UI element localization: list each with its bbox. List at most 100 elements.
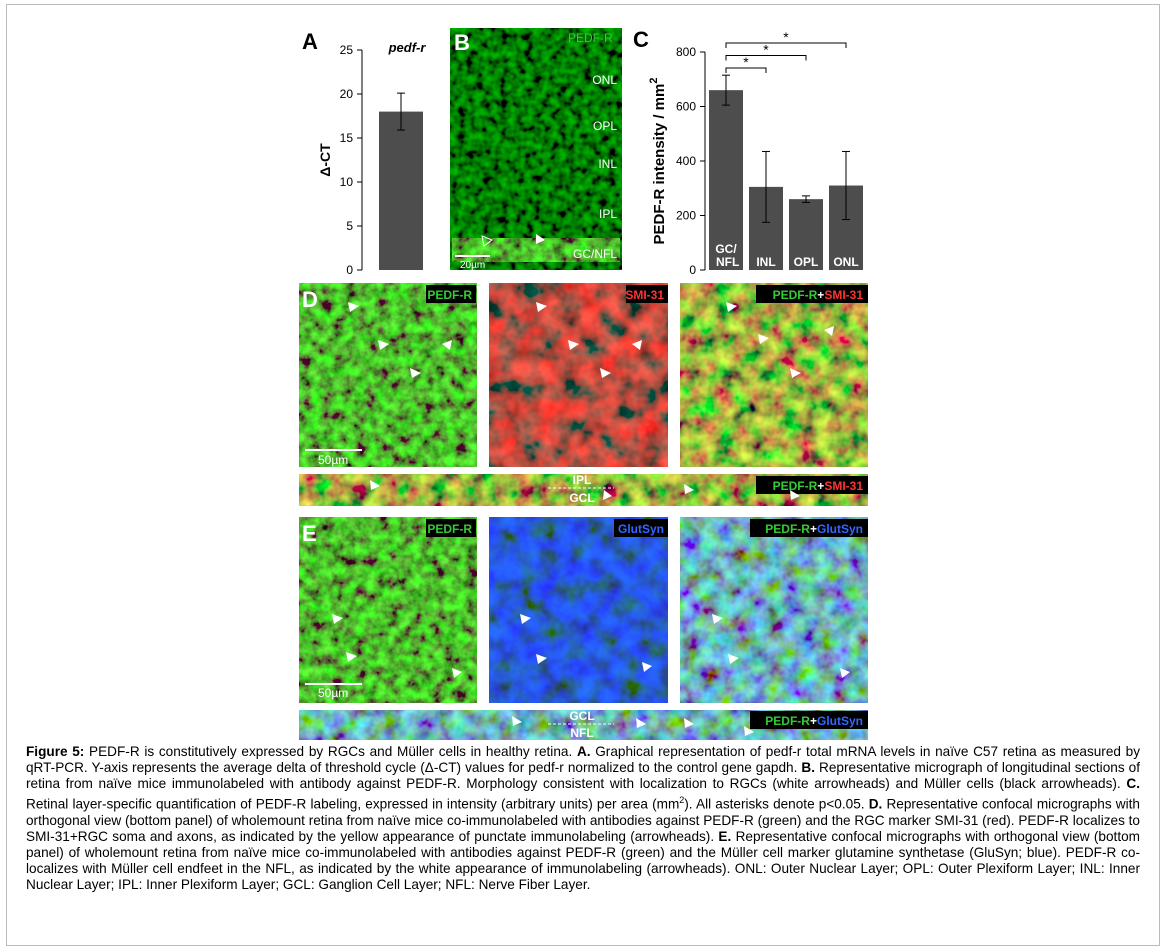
y-tick-label: 800	[676, 45, 696, 59]
caption: Figure 5: PEDF-R is constitutively expre…	[26, 744, 1140, 893]
frame	[6, 4, 1160, 946]
y-axis-label-text: PEDF-R intensity / mm	[651, 84, 668, 245]
y-axis-label: Δ-CT	[317, 143, 333, 177]
y-tick-label: 25	[340, 43, 354, 57]
layer-label: GCL	[569, 709, 594, 723]
label-box	[756, 476, 868, 494]
panel-label: B	[454, 30, 470, 55]
scale-label: 20µm	[460, 260, 485, 271]
significance-label: *	[743, 54, 749, 70]
y-tick-label: 20	[340, 87, 354, 101]
merge-label: PEDF-R+GlutSyn	[765, 522, 863, 536]
y-tick-label: 0	[689, 263, 696, 277]
scale-label: 50µm	[318, 453, 348, 467]
panel-label: A	[302, 29, 318, 54]
y-tick-label: 200	[676, 209, 696, 223]
channel-label: SMI-31	[625, 288, 664, 302]
caption-bold: C.	[1126, 776, 1140, 792]
channel-label: PEDF-R	[765, 522, 810, 536]
channel-label: SMI-31	[824, 479, 863, 493]
channel-label: PEDF-R	[773, 479, 818, 493]
caption-text: Representative confocal micrographs with…	[26, 796, 1140, 844]
micrograph-texture	[299, 517, 477, 703]
y-tick-label: 15	[340, 131, 354, 145]
channel-label: PEDF-R	[427, 522, 472, 536]
y-axis-label-text: Δ-CT	[317, 143, 333, 177]
caption-text: ). All asterisks denote p<0.05.	[684, 796, 869, 812]
significance-label: *	[763, 42, 769, 58]
channel-label: PEDF-R	[773, 288, 818, 302]
layer-label: GC/NFL	[573, 247, 617, 261]
y-axis-label-sup: 2	[648, 78, 660, 84]
plus: +	[817, 288, 824, 302]
label-box	[756, 285, 868, 303]
caption-sup: 2	[679, 795, 685, 806]
label-box	[750, 519, 868, 537]
caption-bold: Figure 5:	[26, 744, 85, 759]
y-tick-label: 400	[676, 154, 696, 168]
significance-bracket	[725, 67, 767, 73]
arrowhead	[481, 235, 494, 247]
significance-bracket	[725, 55, 807, 61]
label-box	[626, 285, 668, 303]
scale-label: 50µm	[318, 686, 348, 700]
channel-label: SMI-31	[824, 288, 863, 302]
merge-label: PEDF-R+SMI-31	[773, 288, 864, 302]
significance-label: *	[783, 29, 789, 45]
figure: B PEDF-R ONL OPL INL IPL GC/NFL 20µm D P…	[299, 27, 868, 740]
micrograph-texture	[489, 517, 668, 703]
y-tick-label: 0	[346, 263, 353, 277]
channel-label: GlutSyn	[817, 714, 863, 728]
chart-title: pedf-r	[388, 40, 427, 55]
y-axis-label: PEDF-R intensity / mm2	[648, 78, 668, 245]
marker-label: PEDF-R	[568, 31, 613, 45]
caption-bold: B.	[801, 760, 816, 776]
significance-bracket	[725, 42, 847, 48]
label-box	[426, 519, 476, 537]
y-tick-label: 10	[340, 175, 354, 189]
plus: +	[810, 522, 817, 536]
caption-text: Representative micrograph of longitudina…	[26, 760, 1140, 792]
channel-label: GlutSyn	[618, 522, 664, 536]
caption-bold: D.	[868, 796, 883, 812]
layer-label: INL	[598, 157, 617, 171]
arrowheads	[332, 302, 850, 736]
micrograph-texture	[680, 283, 868, 467]
caption-text: PEDF-R is constitutively expressed by RG…	[84, 744, 577, 759]
layer-label: OPL	[593, 119, 617, 133]
caption-bold: A.	[576, 744, 591, 759]
merge-label: PEDF-R+GlutSyn	[765, 714, 863, 728]
micrograph-texture	[450, 28, 622, 270]
layer-label: IPL	[573, 473, 592, 487]
x-tick-label: INL	[756, 255, 775, 269]
channel-label: PEDF-R	[427, 288, 472, 302]
panel-label: E	[302, 521, 317, 546]
micrograph-texture	[489, 283, 668, 467]
micrograph-texture	[299, 283, 477, 467]
caption-text: Retinal layer-specific quantification of…	[26, 796, 680, 812]
plus: +	[810, 714, 817, 728]
bar	[709, 90, 743, 271]
plus: +	[817, 479, 824, 493]
layer-label: ONL	[592, 73, 617, 87]
y-tick-label: 5	[346, 219, 353, 233]
layer-label: GCL	[569, 491, 594, 505]
x-tick-label: GC/ NFL	[713, 242, 740, 269]
bar	[789, 199, 823, 270]
caption-bold: E.	[718, 829, 732, 844]
bar	[379, 111, 423, 270]
label-box	[750, 711, 868, 729]
micrograph-texture	[680, 517, 868, 703]
panel-label: C	[633, 27, 649, 52]
layer-label: NFL	[570, 726, 593, 740]
label-box	[426, 285, 476, 303]
caption-text: Graphical representation of pedf-r total…	[26, 744, 1141, 776]
y-tick-label: 600	[676, 100, 696, 114]
arrowhead	[536, 234, 545, 244]
channel-label: GlutSyn	[817, 522, 863, 536]
channel-label: PEDF-R	[765, 714, 810, 728]
caption-text: Representative confocal micrographs with…	[26, 829, 1140, 893]
label-box	[614, 519, 668, 537]
x-tick-label: OPL	[794, 255, 819, 269]
panel-label: D	[302, 287, 318, 312]
